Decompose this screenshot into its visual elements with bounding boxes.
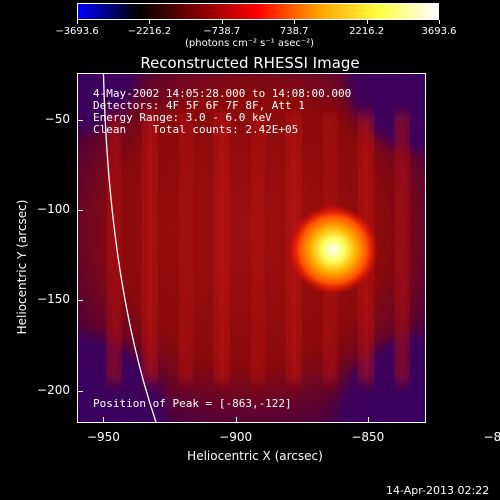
x-tick-label: −800: [483, 430, 500, 444]
y-tick-label: −150: [37, 292, 70, 307]
colorbar-tick-label: 2216.2: [349, 26, 385, 37]
colorbar-tick-label: −3693.6: [55, 26, 99, 37]
x-tick-label: −950: [86, 430, 120, 444]
solar-limb-line: [102, 74, 157, 422]
heatmap-stripe: [251, 113, 265, 383]
y-tick-mark: [77, 210, 83, 212]
colorbar-tick-mark: [149, 20, 151, 24]
heatmap-stripe: [107, 113, 121, 383]
colorbar-tick-mark: [294, 20, 296, 24]
peak-label: Position of Peak = [-863,-122]: [93, 397, 292, 410]
info-line-2: Detectors: 4F 5F 6F 7F 8F, Att 1: [93, 99, 305, 112]
colorbar-tick-mark: [439, 20, 440, 24]
x-tick-mark: [235, 417, 237, 423]
colorbar-tick-label: 738.7: [279, 26, 309, 37]
colorbar-tick-mark: [366, 20, 368, 24]
y-tick-mark: [77, 119, 83, 121]
y-tick-label: −100: [37, 202, 70, 217]
info-line-3: Energy Range: 3.0 - 6.0 keV: [93, 111, 272, 124]
x-tick-label: −850: [351, 430, 385, 444]
y-tick-mark: [77, 390, 83, 392]
y-tick-label: −200: [37, 382, 70, 397]
heatmap-stripe: [215, 113, 229, 383]
y-tick-label: −50: [44, 111, 70, 126]
y-tick-mark: [77, 300, 83, 302]
timestamp: 14-Apr-2013 02:22: [386, 484, 490, 497]
heatmap-stripe: [143, 113, 157, 383]
heatmap-peak: [288, 204, 379, 295]
colorbar: [77, 3, 439, 20]
chart-title: Reconstructed RHESSI Image: [140, 54, 360, 72]
x-tick-mark: [103, 417, 105, 423]
x-axis-label: Heliocentric X (arcsec): [187, 449, 323, 463]
colorbar-tick-label: −2216.2: [127, 26, 172, 37]
x-tick-mark: [367, 417, 369, 423]
heatmap-stripe: [395, 113, 409, 383]
colorbar-tick-label: 3693.6: [421, 26, 457, 37]
colorbar-tick-mark: [77, 20, 78, 24]
colorbar-tick-mark: [221, 20, 223, 24]
info-line-4: Clean Total counts: 2.42E+05: [93, 123, 299, 136]
info-line-1: 4-May-2002 14:05:28.000 to 14:08:00.000: [93, 87, 352, 100]
heatmap-corner-shade: [78, 333, 167, 422]
x-tick-label: −900: [219, 430, 253, 444]
heatmap-svg: [78, 74, 425, 422]
y-axis-label: Heliocentric Y (arcsec): [15, 199, 29, 335]
colorbar-unit-label: (photons cm⁻² s⁻¹ asec⁻²): [185, 38, 315, 49]
heatmap-corner-shade: [78, 74, 137, 133]
colorbar-tick-label: −738.7: [203, 26, 241, 37]
heatmap-stripe: [179, 113, 193, 383]
plot-area: [77, 73, 426, 423]
